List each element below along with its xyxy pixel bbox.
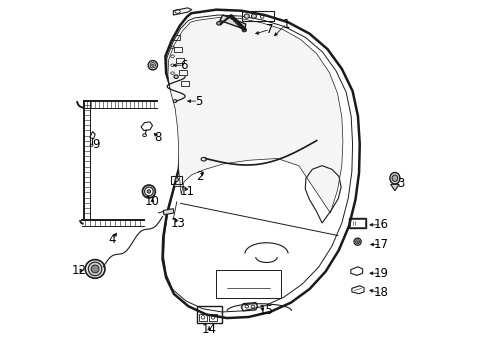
Ellipse shape [354, 238, 361, 245]
Polygon shape [163, 209, 174, 215]
Text: 2: 2 [196, 170, 204, 183]
Text: 5: 5 [195, 95, 202, 108]
Ellipse shape [88, 262, 102, 276]
Ellipse shape [175, 178, 179, 181]
Bar [174, 46, 182, 51]
Ellipse shape [390, 172, 400, 184]
Text: 7: 7 [267, 23, 274, 36]
Ellipse shape [85, 260, 105, 278]
Bar [174, 184, 180, 186]
Ellipse shape [245, 14, 249, 18]
Bar [216, 270, 281, 298]
Text: 1: 1 [283, 18, 290, 31]
Bar [181, 81, 189, 86]
Text: 10: 10 [145, 195, 160, 208]
Text: 16: 16 [374, 218, 389, 231]
Ellipse shape [151, 64, 154, 67]
Text: 15: 15 [258, 305, 273, 318]
Ellipse shape [145, 187, 153, 196]
Bar [349, 218, 366, 228]
Polygon shape [168, 18, 343, 213]
Bar [196, 306, 222, 323]
Bar [350, 219, 365, 227]
Ellipse shape [147, 190, 151, 193]
Text: 8: 8 [154, 131, 162, 144]
Bar [242, 11, 274, 22]
Bar [172, 35, 180, 40]
Text: 9: 9 [93, 138, 100, 150]
Text: 14: 14 [202, 323, 217, 336]
Bar [172, 176, 182, 184]
Text: 11: 11 [180, 185, 195, 198]
Text: 6: 6 [180, 59, 188, 72]
Text: 19: 19 [374, 267, 389, 280]
Text: 3: 3 [397, 177, 405, 190]
Ellipse shape [357, 241, 359, 243]
Bar [179, 70, 187, 75]
Bar [209, 314, 217, 320]
Ellipse shape [143, 185, 155, 198]
Ellipse shape [392, 175, 398, 181]
Ellipse shape [356, 240, 360, 244]
Ellipse shape [150, 63, 155, 68]
Ellipse shape [91, 265, 99, 273]
Ellipse shape [217, 22, 221, 25]
Text: 13: 13 [171, 216, 185, 230]
Text: 18: 18 [374, 287, 389, 300]
Bar [199, 314, 207, 320]
Text: 12: 12 [72, 264, 87, 277]
Text: 4: 4 [109, 233, 116, 246]
Ellipse shape [174, 75, 178, 78]
Polygon shape [220, 15, 245, 30]
Bar [176, 58, 184, 63]
Text: 17: 17 [374, 238, 389, 251]
Ellipse shape [251, 14, 256, 18]
Polygon shape [391, 184, 399, 191]
Ellipse shape [242, 28, 246, 32]
Ellipse shape [148, 60, 157, 70]
